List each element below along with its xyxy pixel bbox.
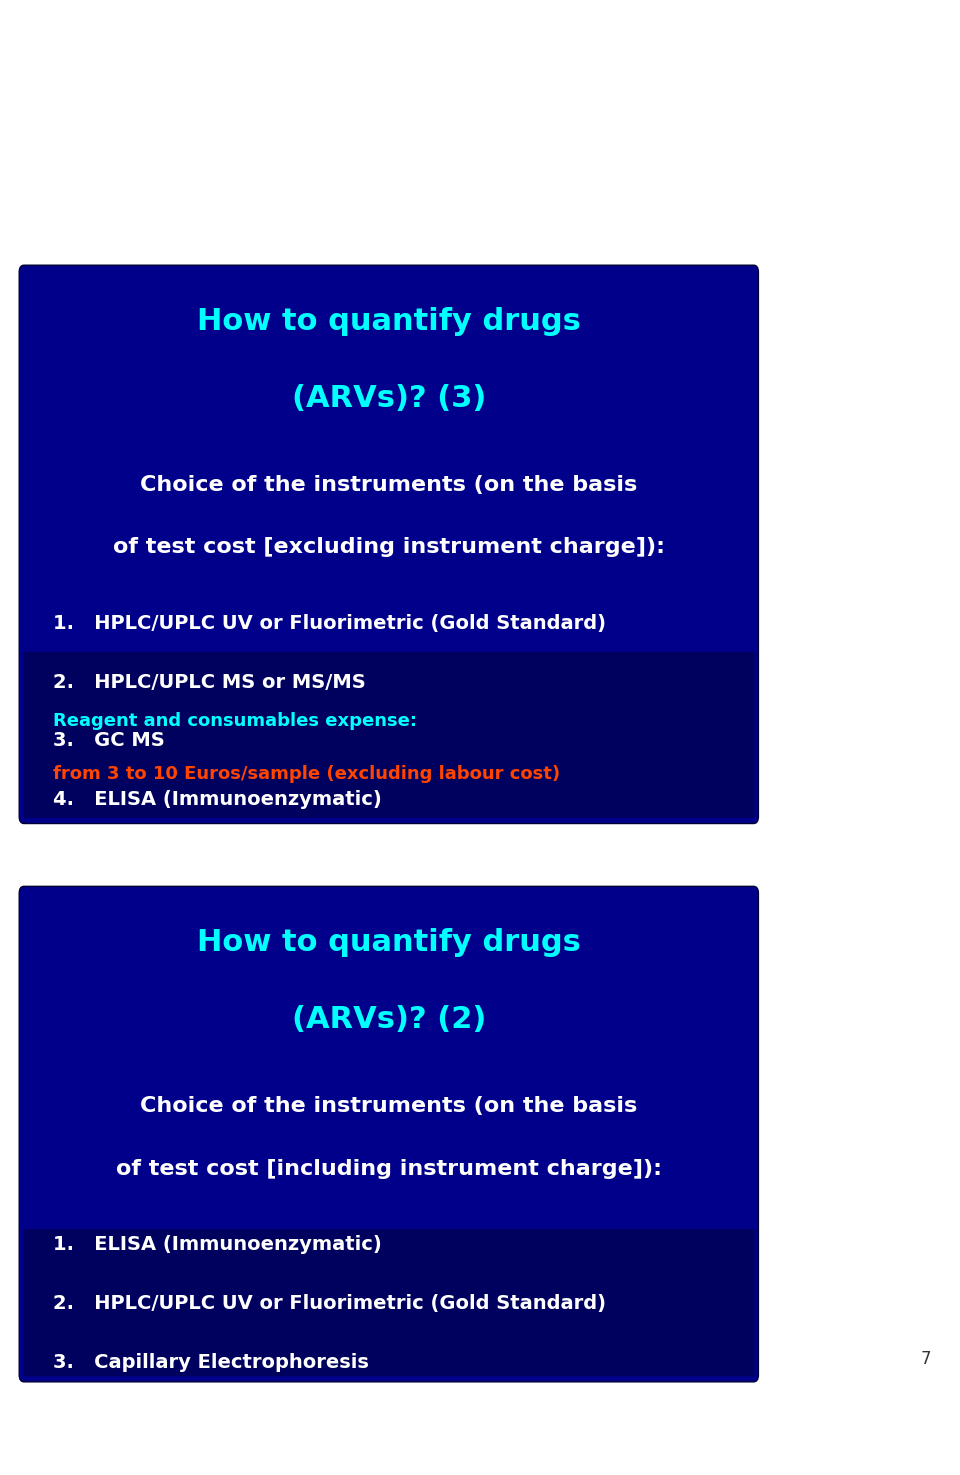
Text: (ARVs)? (3): (ARVs)? (3) <box>292 384 486 413</box>
Text: Choice of the instruments (on the basis: Choice of the instruments (on the basis <box>140 1096 637 1115</box>
Text: 7: 7 <box>921 1350 931 1367</box>
Text: Reagent and consumables expense:: Reagent and consumables expense: <box>53 712 417 730</box>
Text: 2.   HPLC/UPLC UV or Fluorimetric (Gold Standard): 2. HPLC/UPLC UV or Fluorimetric (Gold St… <box>53 1294 606 1313</box>
FancyBboxPatch shape <box>23 1229 755 1376</box>
Text: Choice of the instruments (on the basis: Choice of the instruments (on the basis <box>140 475 637 494</box>
Text: 1.   ELISA (Immunoenzymatic): 1. ELISA (Immunoenzymatic) <box>53 1235 381 1254</box>
Text: 5.   GC MS: 5. GC MS <box>53 1469 165 1475</box>
FancyBboxPatch shape <box>19 886 758 1382</box>
Text: 3.   Capillary Electrophoresis: 3. Capillary Electrophoresis <box>53 1353 369 1372</box>
FancyBboxPatch shape <box>19 266 758 823</box>
Text: How to quantify drugs: How to quantify drugs <box>197 928 581 957</box>
Text: 4.   ELISA (Immunoenzymatic): 4. ELISA (Immunoenzymatic) <box>53 791 381 808</box>
Text: 5.   Capillary Electrophoresis: 5. Capillary Electrophoresis <box>53 848 369 867</box>
Text: from 3 to 10 Euros/sample (excluding labour cost): from 3 to 10 Euros/sample (excluding lab… <box>53 766 560 783</box>
Text: (ARVs)? (2): (ARVs)? (2) <box>292 1004 486 1034</box>
Text: of test cost [excluding instrument charge]):: of test cost [excluding instrument charg… <box>113 537 664 558</box>
Text: 4.   HPLC/UPLC MS or MS/MS: 4. HPLC/UPLC MS or MS/MS <box>53 1412 366 1431</box>
Text: How to quantify drugs: How to quantify drugs <box>197 307 581 336</box>
Text: 3.   GC MS: 3. GC MS <box>53 732 164 751</box>
FancyBboxPatch shape <box>23 652 755 819</box>
Text: 1.   HPLC/UPLC UV or Fluorimetric (Gold Standard): 1. HPLC/UPLC UV or Fluorimetric (Gold St… <box>53 614 606 633</box>
Text: of test cost [including instrument charge]):: of test cost [including instrument charg… <box>116 1158 661 1179</box>
Text: 2.   HPLC/UPLC MS or MS/MS: 2. HPLC/UPLC MS or MS/MS <box>53 673 366 692</box>
